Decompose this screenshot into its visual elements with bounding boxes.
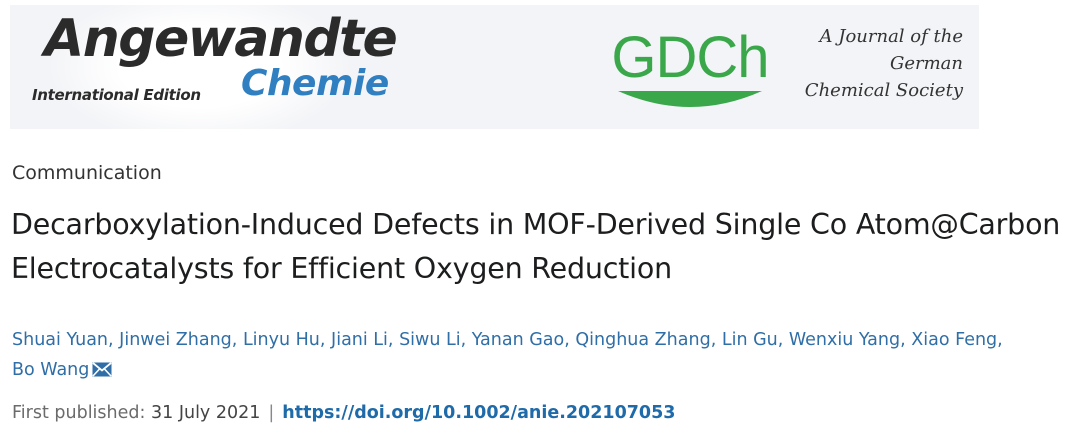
author-link[interactable]: Shuai Yuan — [12, 330, 109, 350]
author-link[interactable]: Xiao Feng — [911, 330, 998, 350]
published-label: First published: — [12, 403, 146, 423]
author-link[interactable]: Siwu Li — [399, 330, 461, 350]
doi-link[interactable]: https://doi.org/10.1002/anie.202107053 — [282, 403, 676, 423]
author-link[interactable]: Linyu Hu — [242, 330, 320, 350]
author-list: Shuai Yuan, Jinwei Zhang, Linyu Hu, Jian… — [12, 330, 1003, 380]
envelope-icon[interactable] — [92, 362, 112, 377]
published-date: 31 July 2021 — [150, 403, 261, 423]
author-link[interactable]: Qinghua Zhang — [575, 330, 711, 350]
banner-glow — [50, 5, 350, 129]
separator: | — [268, 403, 275, 423]
author-link[interactable]: Lin Gu — [721, 330, 778, 350]
tagline-line: A Journal of the — [819, 26, 963, 47]
article-title: Decarboxylation-Induced Defects in MOF-D… — [11, 208, 1061, 285]
article-type: Communication — [12, 162, 162, 184]
journal-subtitle: Chemie — [241, 63, 389, 104]
author-link[interactable]: Bo Wang — [12, 360, 90, 380]
journal-edition: International Edition — [32, 86, 201, 104]
author-link[interactable]: Jiani Li — [331, 330, 388, 350]
author-link[interactable]: Wenxiu Yang — [788, 330, 901, 350]
tagline-line: Chemical Society — [804, 80, 963, 101]
gdch-logo-text: GDCh — [611, 27, 768, 90]
gdch-logo: GDCh — [611, 27, 770, 107]
author-link[interactable]: Yanan Gao — [471, 330, 565, 350]
journal-banner[interactable]: Angewandte International Edition Chemie … — [10, 5, 979, 129]
author-link[interactable]: Jinwei Zhang — [119, 330, 232, 350]
journal-title: Angewandte — [44, 9, 398, 69]
tagline-line: German — [889, 53, 963, 74]
publication-info: First published: 31 July 2021 | https://do… — [12, 403, 675, 423]
society-tagline: A Journal of the German Chemical Society — [805, 23, 963, 104]
gdch-logo-bowl — [618, 91, 762, 107]
